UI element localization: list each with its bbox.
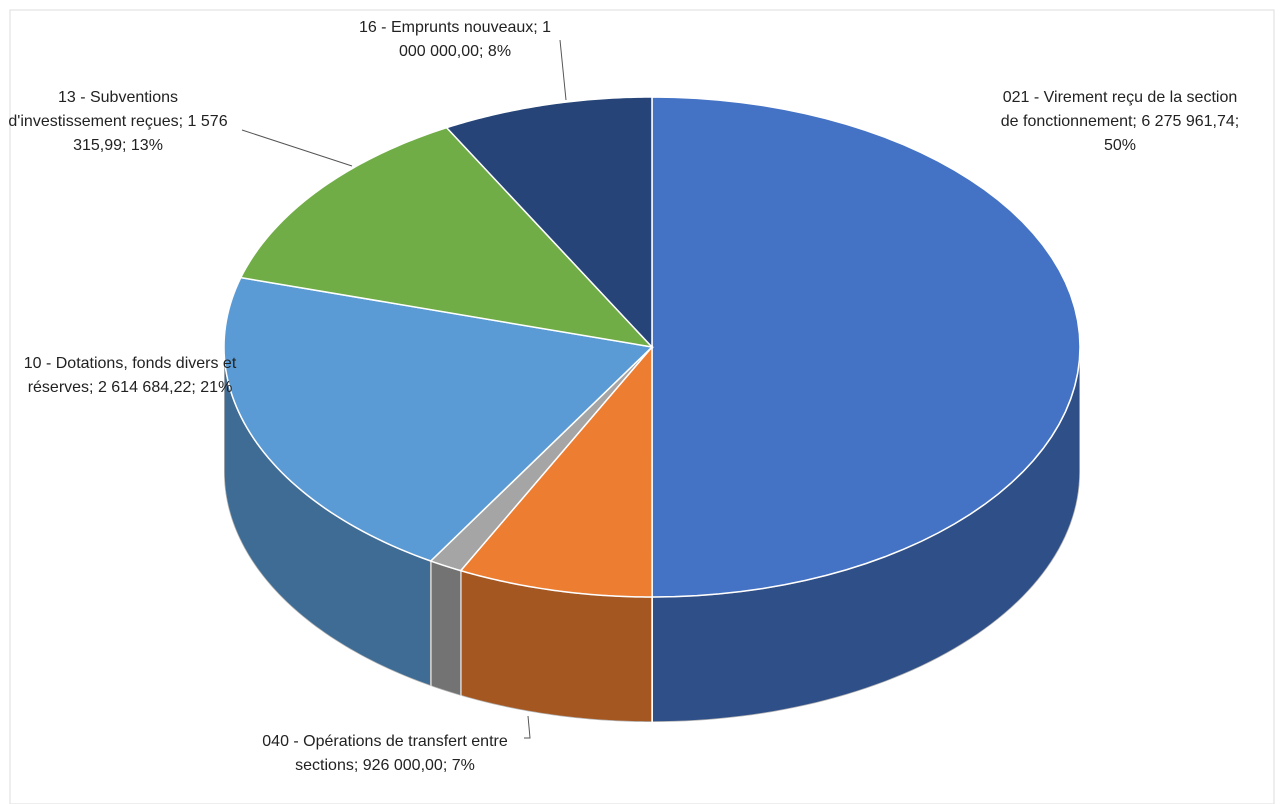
pie-side-shade xyxy=(430,560,461,696)
pie-side-shade xyxy=(460,570,653,722)
label-part: 1 000 000,00; xyxy=(398,19,552,60)
label-part: 6 275 961,74; xyxy=(1141,113,1240,130)
chart-frame xyxy=(9,9,1275,804)
label-part: 21% xyxy=(200,379,233,396)
pie-slice xyxy=(429,346,653,572)
pie-sides xyxy=(223,346,1081,723)
label-part: 13% xyxy=(130,137,163,154)
label-part: 021 - Virement reçu de la section de fon… xyxy=(1000,89,1238,130)
pie-tops xyxy=(223,96,1081,598)
label-part: 16 - Emprunts nouveaux; xyxy=(358,19,538,36)
label-part: 1 576 315,99; xyxy=(73,113,228,154)
pie-slice xyxy=(239,126,655,349)
data-label: 040 - Opérations de transfert entre sect… xyxy=(250,730,520,778)
leader-line xyxy=(241,129,353,167)
pie-side-shade xyxy=(224,347,431,686)
label-part: 10 - Dotations, fonds divers et réserves… xyxy=(23,355,237,396)
pie-slice xyxy=(651,96,1081,598)
label-part: 7% xyxy=(451,757,475,774)
label-part: 2 614 684,22; xyxy=(97,379,196,396)
label-part: 926 000,00; xyxy=(362,757,448,774)
label-part: 13 - Subventions d'investissement reçues… xyxy=(8,89,184,130)
data-label: 10 - Dotations, fonds divers et réserves… xyxy=(5,352,255,400)
label-part: 8% xyxy=(487,43,512,60)
label-part: 040 - Opérations de transfert entre sect… xyxy=(262,733,508,774)
label-part: 50% xyxy=(1103,137,1137,154)
data-label: 16 - Emprunts nouveaux; 1 000 000,00; 8% xyxy=(350,16,560,64)
pie-slice xyxy=(445,96,653,349)
pie-slice xyxy=(459,344,653,598)
pie-slice xyxy=(223,276,654,562)
data-label: 021 - Virement reçu de la section de fon… xyxy=(1000,86,1240,158)
leader-line xyxy=(559,39,567,101)
leader-line xyxy=(524,715,531,739)
data-label: 13 - Subventions d'investissement reçues… xyxy=(0,86,238,158)
pie-side-shade xyxy=(652,347,1080,722)
